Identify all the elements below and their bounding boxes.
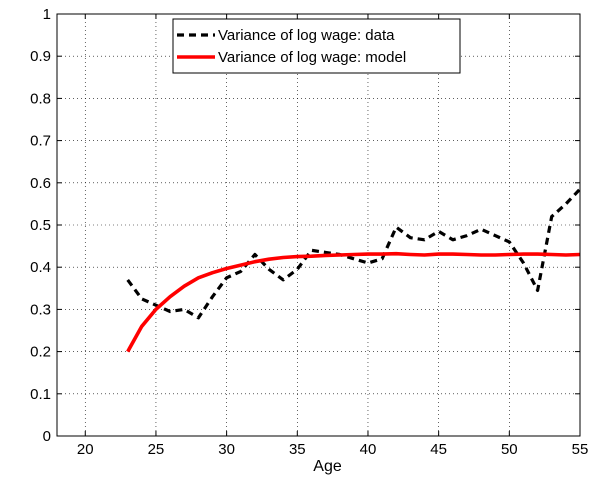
y-tick-label: 0.5 bbox=[30, 217, 51, 234]
x-tick-label: 25 bbox=[148, 441, 165, 458]
y-tick-label: 0.4 bbox=[30, 259, 51, 276]
x-tick-label: 30 bbox=[218, 441, 235, 458]
y-tick-label: 0 bbox=[43, 428, 51, 445]
x-tick-label: 50 bbox=[501, 441, 518, 458]
y-tick-label: 0.6 bbox=[30, 175, 51, 192]
x-axis-label: Age bbox=[313, 458, 342, 475]
y-tick-label: 0.9 bbox=[30, 48, 51, 65]
x-tick-label: 35 bbox=[289, 441, 306, 458]
tick-layer: 20 25 30 35 40 45 50 55 0 0.1 0.2 0.3 0.4 0.5 0.6 0.7 0.… bbox=[30, 6, 588, 458]
y-tick-label: 0.2 bbox=[30, 344, 51, 361]
series-line-model bbox=[128, 254, 580, 352]
y-tick-label: 0.1 bbox=[30, 386, 51, 403]
x-tick-label: 45 bbox=[430, 441, 447, 458]
y-tick-label: 0.7 bbox=[30, 133, 51, 150]
legend-entry-label: Variance of log wage: data bbox=[218, 27, 395, 44]
y-tick-label: 1 bbox=[43, 6, 51, 23]
grid-layer bbox=[57, 14, 580, 436]
x-tick-label: 40 bbox=[360, 441, 377, 458]
x-tick-label: 55 bbox=[572, 441, 589, 458]
y-tick-label: 0.8 bbox=[30, 90, 51, 107]
legend-entry-label: Variance of log wage: model bbox=[218, 49, 406, 66]
y-tick-label: 0.3 bbox=[30, 301, 51, 318]
legend: Variance of log wage: data Variance of lo… bbox=[173, 19, 460, 73]
series-layer bbox=[128, 189, 580, 352]
x-tick-label: 20 bbox=[77, 441, 94, 458]
